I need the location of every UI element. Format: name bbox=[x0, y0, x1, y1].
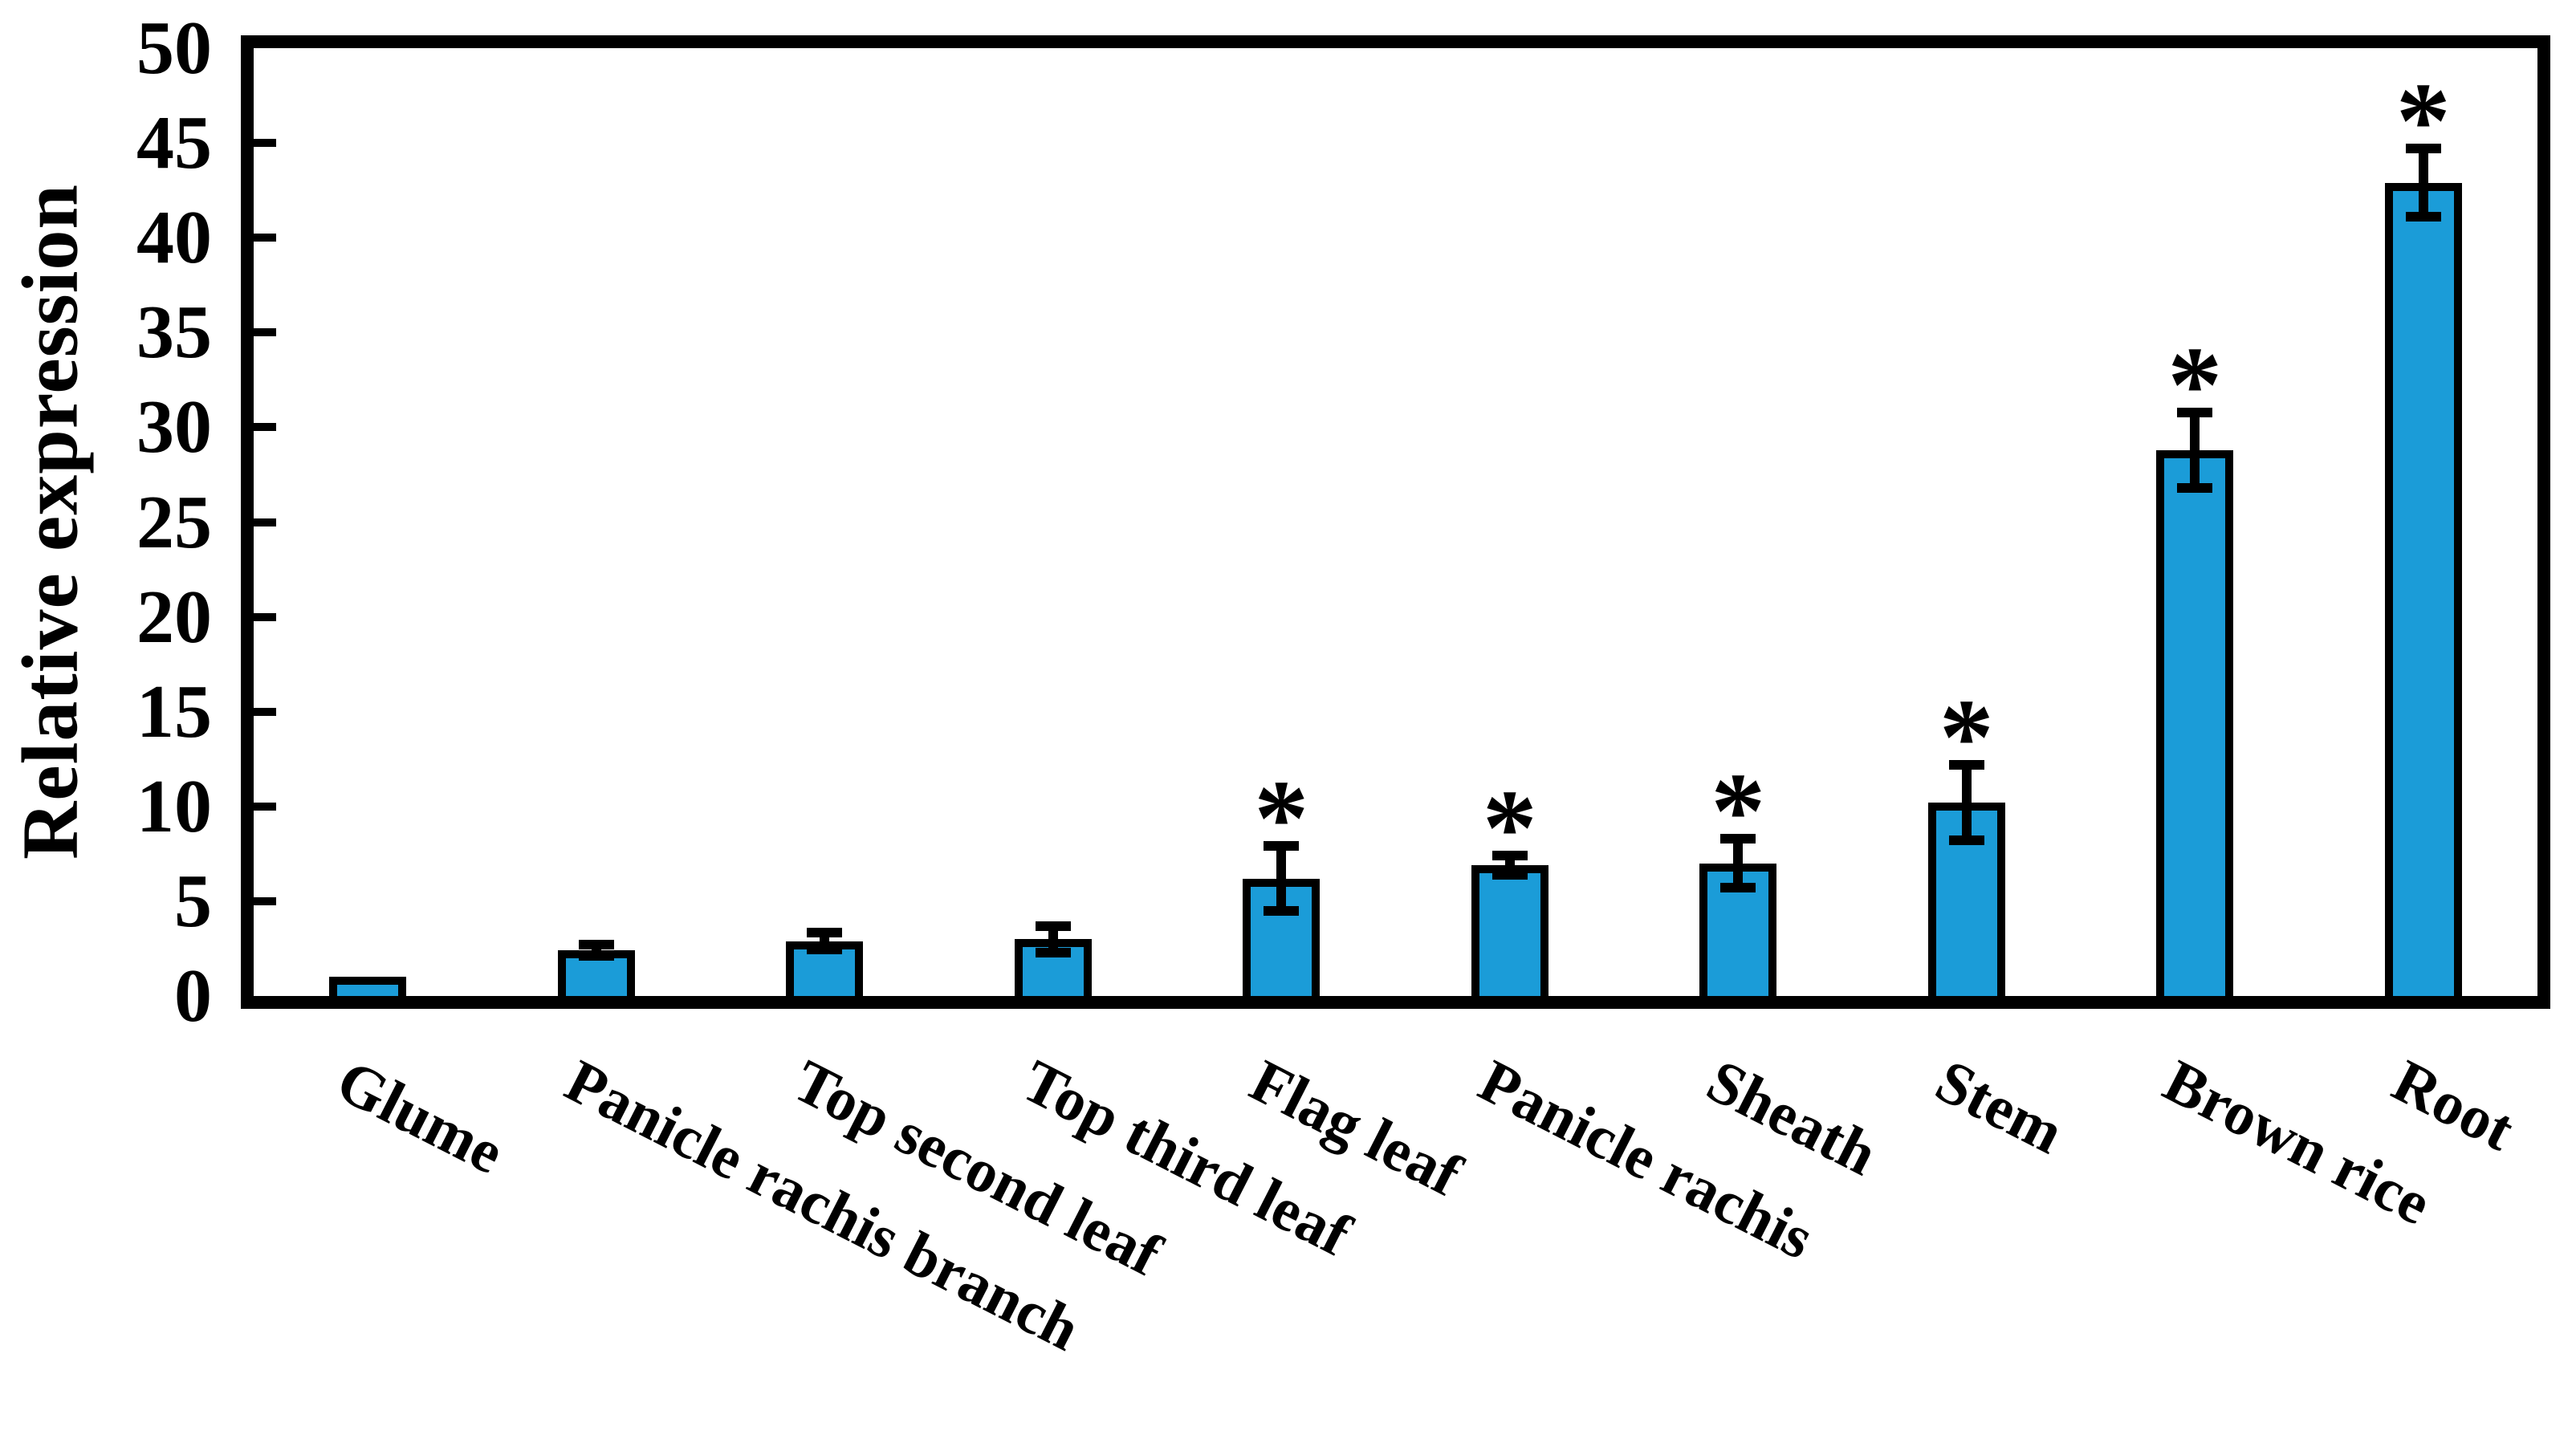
y-tick-label-30: 30 bbox=[136, 385, 212, 470]
error-cap-top-top-third-leaf bbox=[1035, 921, 1071, 931]
x-label-root: Root bbox=[2382, 1047, 2525, 1165]
x-label-glume: Glume bbox=[326, 1047, 515, 1187]
error-cap-top-root bbox=[2405, 144, 2441, 154]
error-cap-top-panicle-rachis bbox=[1491, 851, 1528, 861]
significance-star-root: * bbox=[2395, 61, 2451, 182]
y-tick-label-45: 45 bbox=[136, 101, 212, 185]
error-cap-bottom-sheath bbox=[1720, 883, 1756, 893]
y-tick-label-10: 10 bbox=[136, 764, 212, 848]
significance-star-panicle-rachis: * bbox=[1482, 768, 1537, 889]
error-cap-top-sheath bbox=[1720, 833, 1756, 844]
error-cap-bottom-top-second-leaf bbox=[807, 945, 843, 955]
error-bar-brown-rice bbox=[2190, 412, 2200, 488]
y-tick-mark-25 bbox=[254, 518, 276, 526]
significance-star-stem: * bbox=[1939, 677, 1994, 798]
error-cap-top-panicle-rachis-branch bbox=[578, 940, 614, 950]
bar-root bbox=[2384, 182, 2462, 1004]
y-tick-label-20: 20 bbox=[136, 575, 212, 659]
y-tick-label-50: 50 bbox=[136, 6, 212, 90]
significance-star-sheath: * bbox=[1711, 750, 1766, 872]
error-cap-top-stem bbox=[1948, 759, 1984, 770]
x-label-stem: Stem bbox=[1925, 1047, 2074, 1168]
significance-star-brown-rice: * bbox=[2167, 324, 2223, 445]
significance-star-flag-leaf: * bbox=[1254, 758, 1309, 880]
error-cap-bottom-top-third-leaf bbox=[1035, 947, 1071, 957]
y-tick-label-40: 40 bbox=[136, 196, 212, 280]
y-tick-mark-5 bbox=[254, 896, 276, 905]
error-cap-top-brown-rice bbox=[2177, 407, 2213, 417]
error-cap-top-top-second-leaf bbox=[807, 927, 843, 937]
error-bar-stem bbox=[1961, 764, 1972, 841]
y-tick-mark-10 bbox=[254, 802, 276, 811]
error-bar-flag-leaf bbox=[1276, 846, 1287, 911]
bar-glume bbox=[329, 977, 407, 1004]
y-tick-mark-30 bbox=[254, 423, 276, 432]
y-tick-label-15: 15 bbox=[136, 669, 212, 754]
error-cap-bottom-panicle-rachis-branch bbox=[578, 951, 614, 961]
error-cap-bottom-root bbox=[2405, 212, 2441, 222]
y-tick-mark-15 bbox=[254, 707, 276, 716]
error-bar-top-third-leaf bbox=[1048, 925, 1058, 953]
error-cap-bottom-flag-leaf bbox=[1264, 905, 1300, 916]
y-tick-label-25: 25 bbox=[136, 480, 212, 564]
error-cap-bottom-panicle-rachis bbox=[1491, 869, 1528, 880]
error-bar-root bbox=[2418, 148, 2428, 217]
error-bar-sheath bbox=[1733, 838, 1744, 888]
y-tick-mark-20 bbox=[254, 612, 276, 621]
y-tick-label-0: 0 bbox=[174, 954, 212, 1038]
error-cap-top-flag-leaf bbox=[1264, 841, 1300, 852]
y-tick-label-5: 5 bbox=[174, 859, 212, 943]
y-tick-mark-35 bbox=[254, 328, 276, 337]
error-cap-bottom-brown-rice bbox=[2177, 482, 2213, 493]
bar-brown-rice bbox=[2156, 449, 2234, 1004]
error-cap-bottom-stem bbox=[1948, 835, 1984, 846]
y-tick-mark-45 bbox=[254, 139, 276, 148]
y-tick-mark-40 bbox=[254, 234, 276, 242]
y-tick-label-35: 35 bbox=[136, 291, 212, 375]
